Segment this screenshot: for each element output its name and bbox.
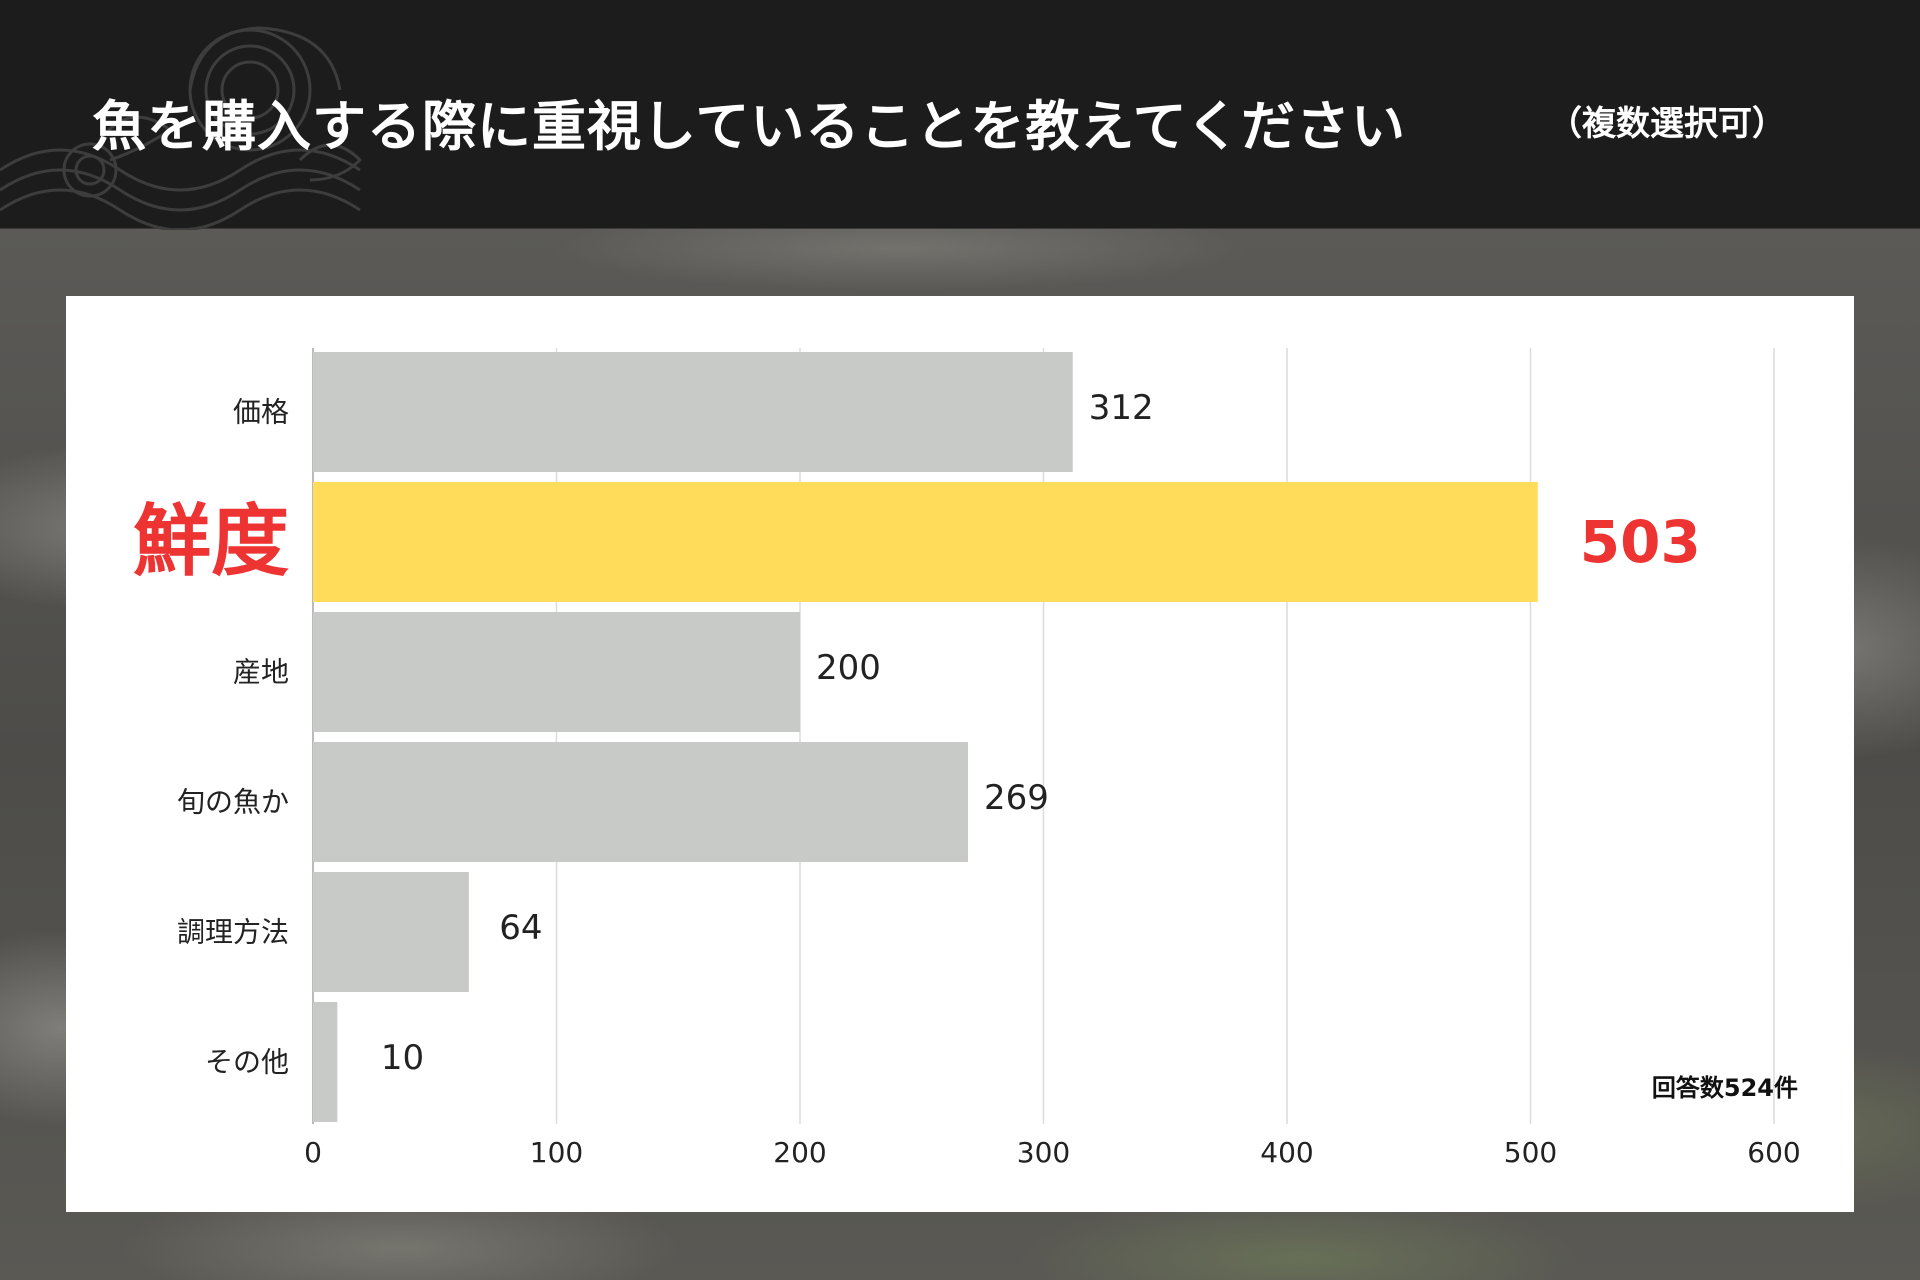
category-label: 旬の魚か bbox=[177, 786, 289, 819]
bar bbox=[313, 1002, 338, 1122]
data-label: 64 bbox=[499, 908, 542, 948]
x-tick-label: 600 bbox=[1747, 1136, 1800, 1169]
chart-panel: 価格 312 鮮度 503 産地 200 旬の魚か 269 調理方法 64 その他 10 0 100 200… bbox=[66, 296, 1854, 1212]
x-tick-label: 200 bbox=[773, 1136, 826, 1169]
bar bbox=[313, 612, 800, 732]
data-label: 200 bbox=[816, 648, 881, 688]
data-label: 312 bbox=[1089, 388, 1154, 428]
data-label: 10 bbox=[381, 1038, 424, 1078]
data-label: 269 bbox=[984, 778, 1049, 818]
page-title: 魚を購入する際に重視していることを教えてください bbox=[92, 95, 1407, 158]
bar bbox=[313, 872, 469, 992]
x-tick-label: 400 bbox=[1260, 1136, 1313, 1169]
x-tick-label: 300 bbox=[1017, 1136, 1070, 1169]
x-tick-label: 100 bbox=[530, 1136, 583, 1169]
x-tick-label: 0 bbox=[304, 1136, 322, 1169]
data-label: 503 bbox=[1580, 508, 1701, 576]
category-label: 価格 bbox=[233, 396, 289, 429]
bar bbox=[313, 352, 1073, 472]
category-label: 調理方法 bbox=[177, 916, 289, 949]
category-label: 産地 bbox=[233, 656, 289, 689]
bar bbox=[313, 482, 1538, 602]
bar bbox=[313, 742, 969, 862]
wave-pattern-icon bbox=[0, 26, 363, 230]
category-label: その他 bbox=[205, 1046, 289, 1079]
page-subtitle: （複数選択可） bbox=[1548, 104, 1786, 144]
category-label: 鮮度 bbox=[133, 497, 289, 587]
response-count-note: 回答数524件 bbox=[1651, 1074, 1798, 1102]
x-tick-label: 500 bbox=[1504, 1136, 1557, 1169]
header-bar: 魚を購入する際に重視していることを教えてください （複数選択可） bbox=[0, 0, 1920, 230]
